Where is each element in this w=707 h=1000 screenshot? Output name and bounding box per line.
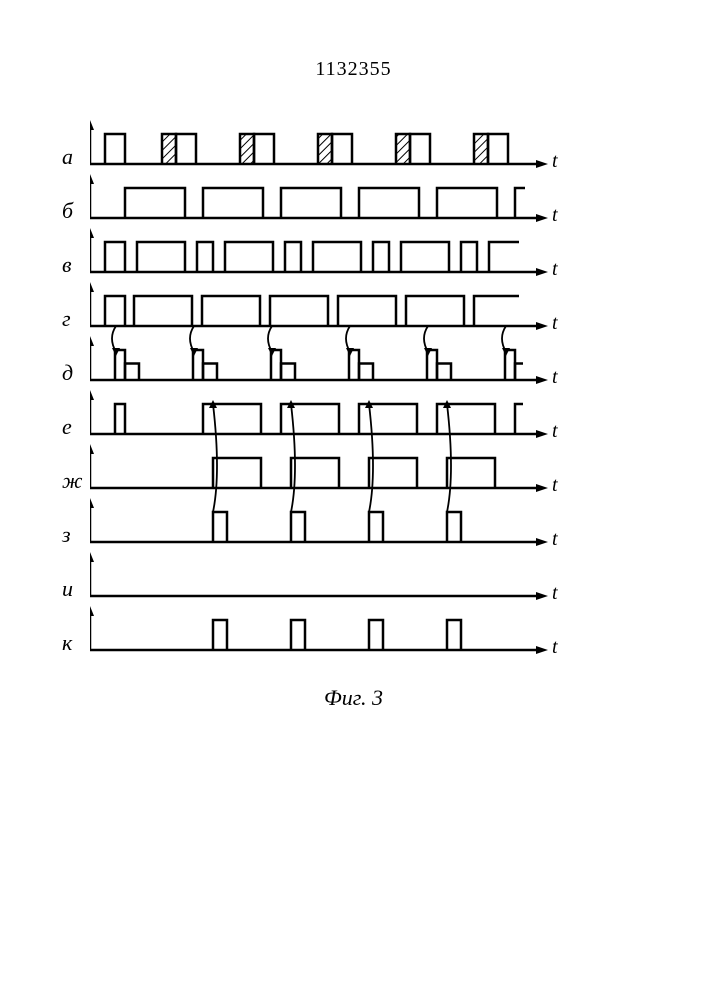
axis-label: t: [552, 258, 558, 281]
axis-label: t: [552, 312, 558, 335]
axis-label: t: [552, 474, 558, 497]
axis-label: t: [552, 636, 558, 659]
row-label: а: [62, 144, 73, 170]
doc-number: 1132355: [0, 58, 707, 81]
axis-label: t: [552, 420, 558, 443]
axis-label: t: [552, 366, 558, 389]
row-label: и: [62, 576, 73, 602]
row-label: з: [62, 522, 71, 548]
row-label: е: [62, 414, 72, 440]
row-label: д: [62, 360, 73, 386]
axis-label: t: [552, 150, 558, 173]
row-label: г: [62, 306, 71, 332]
row-label: к: [62, 630, 72, 656]
row-label: в: [62, 252, 72, 278]
row-label: б: [62, 198, 73, 224]
axis-label: t: [552, 204, 558, 227]
row-label: ж: [62, 468, 82, 494]
timing-diagram: [90, 120, 580, 680]
axis-label: t: [552, 528, 558, 551]
figure-caption: Фиг. 3: [0, 685, 707, 711]
axis-label: t: [552, 582, 558, 605]
page: 1132355 Фиг. 3 t а t б t в t г t д t е t ж t з t и t к: [0, 0, 707, 1000]
